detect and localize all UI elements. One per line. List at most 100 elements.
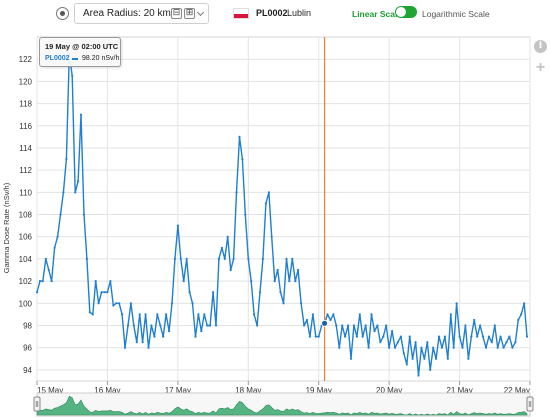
data-point xyxy=(88,311,91,314)
y-tick-label: 94 xyxy=(23,366,32,375)
poland-flag-icon xyxy=(233,8,249,19)
data-point xyxy=(405,363,408,366)
data-point xyxy=(132,324,135,327)
data-point xyxy=(168,330,171,333)
area-radius-select[interactable]: Area Radius: 20 km ⊟ ⊞ xyxy=(74,3,209,24)
data-point xyxy=(250,280,253,283)
data-point xyxy=(493,324,496,327)
data-point xyxy=(385,324,388,327)
data-point xyxy=(276,268,279,272)
data-point xyxy=(264,202,267,205)
data-point xyxy=(317,335,320,338)
data-point xyxy=(162,335,165,338)
data-point xyxy=(135,341,138,344)
data-point xyxy=(156,313,159,316)
data-point xyxy=(458,335,461,338)
data-point xyxy=(123,346,127,349)
linear-scale-label[interactable]: Linear Scale xyxy=(352,9,403,19)
data-point xyxy=(279,291,282,294)
data-point xyxy=(329,318,332,322)
data-point xyxy=(367,346,370,349)
x-tick-label: 18 May xyxy=(235,386,261,395)
data-point xyxy=(496,346,499,349)
data-point xyxy=(347,324,350,327)
data-point xyxy=(282,302,285,305)
data-point xyxy=(517,318,520,322)
radius-increase-button[interactable]: ⊞ xyxy=(184,8,195,19)
data-point xyxy=(505,341,508,344)
toggle-knob[interactable] xyxy=(396,7,406,17)
data-point xyxy=(62,191,65,194)
navigator-left-handle[interactable] xyxy=(33,396,41,412)
data-point xyxy=(341,324,344,327)
tooltip-value: 98.20 nSv/h xyxy=(82,55,120,62)
y-tick-labels: 94 96 98 100 102 104 106 108 110 112 114 116 118 120 1… xyxy=(19,55,33,375)
navigator-area xyxy=(36,395,528,416)
data-point xyxy=(188,291,191,294)
x-tick-labels: 15 May 16 May 17 May 18 May 19 May 20 May 21 M… xyxy=(37,386,530,395)
data-point xyxy=(212,291,215,294)
data-point xyxy=(209,324,212,327)
x-tick-label: 19 May xyxy=(306,386,332,395)
data-point xyxy=(358,313,361,316)
x-tick-label: 15 May xyxy=(37,386,63,395)
data-point xyxy=(464,324,467,327)
data-point xyxy=(285,257,288,260)
y-tick-label: 116 xyxy=(19,122,32,131)
data-point xyxy=(473,318,476,322)
data-point xyxy=(376,324,379,327)
data-point xyxy=(426,341,429,344)
data-point xyxy=(71,74,74,77)
x-tick-label: 16 May xyxy=(94,386,120,395)
data-point xyxy=(194,335,197,338)
data-point xyxy=(220,246,223,249)
data-point xyxy=(481,335,485,338)
data-point xyxy=(74,191,77,194)
data-point xyxy=(121,313,124,316)
data-point xyxy=(229,268,232,272)
data-point xyxy=(82,213,86,216)
data-point xyxy=(411,357,414,360)
data-point xyxy=(520,313,523,316)
scale-toggle[interactable] xyxy=(395,6,417,18)
data-point xyxy=(508,335,511,338)
data-point xyxy=(109,280,112,283)
data-point xyxy=(138,313,141,316)
y-tick-label: 106 xyxy=(19,233,33,242)
data-point xyxy=(38,280,42,283)
data-point xyxy=(147,346,150,349)
navigator-right-handle[interactable] xyxy=(526,396,534,412)
data-point xyxy=(203,313,206,316)
y-tick-label: 108 xyxy=(19,211,33,220)
data-point xyxy=(256,324,259,327)
data-point xyxy=(159,324,162,327)
data-point xyxy=(267,191,270,194)
x-tick-label: 20 May xyxy=(376,386,402,395)
data-point xyxy=(435,357,438,360)
y-tick-label: 98 xyxy=(23,322,32,331)
data-point xyxy=(100,291,103,294)
data-point xyxy=(65,158,68,161)
grid-lines xyxy=(36,36,531,385)
data-point xyxy=(467,357,470,360)
time-navigator xyxy=(33,392,534,417)
data-point xyxy=(244,213,247,216)
data-point xyxy=(247,257,250,260)
info-icon[interactable]: i xyxy=(534,40,547,53)
data-point xyxy=(332,313,335,316)
logarithmic-scale-label[interactable]: Logarithmic Scale xyxy=(422,9,490,19)
data-point xyxy=(305,318,309,322)
data-point xyxy=(238,135,241,138)
data-point xyxy=(150,324,153,327)
data-point xyxy=(173,257,176,260)
data-point xyxy=(349,357,353,360)
data-point xyxy=(103,291,106,294)
data-point xyxy=(470,335,473,338)
data-point xyxy=(364,324,367,327)
radius-target-icon[interactable] xyxy=(56,7,69,20)
plus-icon[interactable]: + xyxy=(535,59,546,76)
radius-decrease-button[interactable]: ⊟ xyxy=(171,8,182,19)
data-point xyxy=(144,313,147,316)
data-point xyxy=(223,257,226,260)
